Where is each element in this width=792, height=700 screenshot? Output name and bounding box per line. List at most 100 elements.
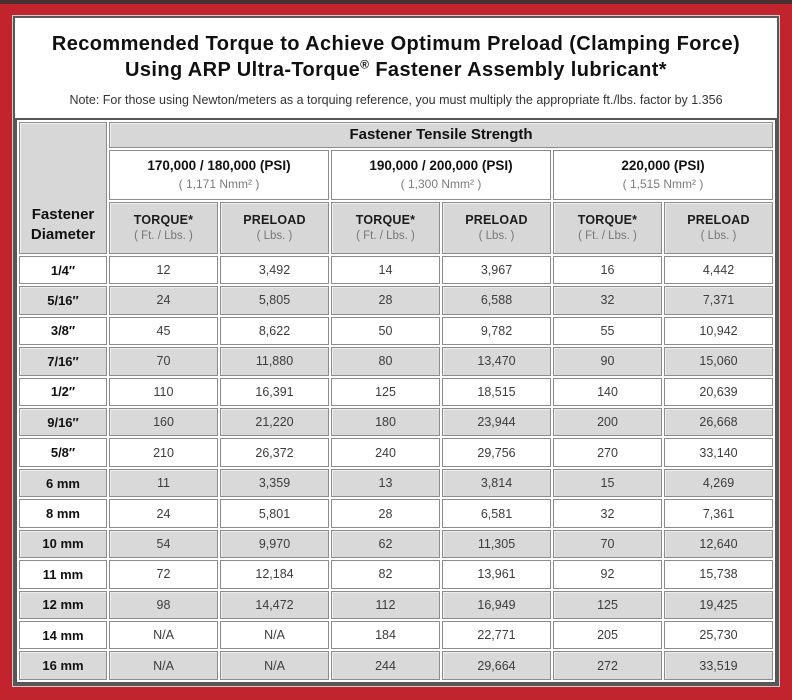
- value-cell: 12,184: [220, 560, 329, 589]
- value-cell: 13,470: [442, 347, 551, 376]
- value-cell: 12,640: [664, 529, 773, 559]
- diameter-cell: 5/8″: [19, 438, 107, 467]
- diameter-cell: 11 mm: [19, 560, 107, 589]
- diameter-cell: 7/16″: [19, 347, 107, 376]
- value-cell: 80: [331, 347, 440, 376]
- value-cell: 4,269: [664, 468, 773, 498]
- value-cell: N/A: [220, 621, 329, 650]
- value-cell: 50: [331, 316, 440, 346]
- value-cell: 7,361: [664, 499, 773, 528]
- value-cell: 270: [553, 438, 662, 467]
- table-row: 12 mm 98 14,472 112 16,949 125 19,425: [19, 590, 773, 620]
- title-line-2-prefix: Using ARP Ultra-Torque: [125, 59, 361, 82]
- torque-column-header-3: TORQUE* ( Ft. / Lbs. ): [553, 201, 662, 254]
- value-cell: 24: [109, 286, 218, 315]
- psi-group-header-2: 190,000 / 200,000 (PSI) ( 1,300 Nmm² ): [331, 149, 551, 200]
- diameter-cell: 1/4″: [19, 255, 107, 285]
- corner-header: Fastener Diameter: [19, 121, 107, 254]
- diameter-cell: 16 mm: [19, 651, 107, 680]
- value-cell: 125: [331, 377, 440, 406]
- value-cell: 7,371: [664, 286, 773, 315]
- value-cell: 10,942: [664, 316, 773, 346]
- psi-header-row: 170,000 / 180,000 (PSI) ( 1,171 Nmm² ) 1…: [19, 149, 773, 200]
- column-label: TORQUE*: [577, 213, 638, 228]
- value-cell: 160: [109, 407, 218, 437]
- value-cell: 210: [109, 438, 218, 467]
- title-line-2: Using ARP Ultra-Torque® Fastener Assembl…: [15, 57, 777, 83]
- value-cell: 14: [331, 255, 440, 285]
- psi-value: 220,000 (PSI): [621, 158, 705, 174]
- table-row: 5/16″ 24 5,805 28 6,588 32 7,371: [19, 286, 773, 315]
- column-unit: ( Lbs. ): [256, 230, 293, 243]
- preload-column-header-1: PRELOAD ( Lbs. ): [220, 201, 329, 254]
- value-cell: 28: [331, 286, 440, 315]
- value-cell: 11,305: [442, 529, 551, 559]
- value-cell: 3,967: [442, 255, 551, 285]
- column-label: TORQUE*: [355, 213, 416, 228]
- value-cell: 26,372: [220, 438, 329, 467]
- value-cell: 21,220: [220, 407, 329, 437]
- value-cell: 13,961: [442, 560, 551, 589]
- table-row: 9/16″ 160 21,220 180 23,944 200 26,668: [19, 407, 773, 437]
- value-cell: 8,622: [220, 316, 329, 346]
- value-cell: 9,782: [442, 316, 551, 346]
- value-cell: 98: [109, 590, 218, 620]
- value-cell: 5,805: [220, 286, 329, 315]
- value-cell: 12: [109, 255, 218, 285]
- value-cell: 19,425: [664, 590, 773, 620]
- value-cell: 3,814: [442, 468, 551, 498]
- value-cell: 16,949: [442, 590, 551, 620]
- value-cell: 4,442: [664, 255, 773, 285]
- value-cell: 20,639: [664, 377, 773, 406]
- table-row: 11 mm 72 12,184 82 13,961 92 15,738: [19, 560, 773, 589]
- title-line-2-suffix: Fastener Assembly lubricant*: [369, 59, 667, 82]
- nmm-value: ( 1,171 Nmm² ): [178, 177, 260, 192]
- tensile-strength-header: Fastener Tensile Strength: [109, 121, 773, 148]
- table-row: 8 mm 24 5,801 28 6,581 32 7,361: [19, 499, 773, 528]
- value-cell: 23,944: [442, 407, 551, 437]
- value-cell: 6,588: [442, 286, 551, 315]
- nmm-value: ( 1,515 Nmm² ): [622, 177, 704, 192]
- diameter-cell: 1/2″: [19, 377, 107, 406]
- content-panel: Recommended Torque to Achieve Optimum Pr…: [13, 16, 779, 686]
- value-cell: 18,515: [442, 377, 551, 406]
- nmm-value: ( 1,300 Nmm² ): [400, 177, 482, 192]
- torque-table: Fastener Diameter Fastener Tensile Stren…: [15, 117, 777, 684]
- value-cell: 29,756: [442, 438, 551, 467]
- value-cell: 11: [109, 468, 218, 498]
- value-cell: 28: [331, 499, 440, 528]
- table-row: 14 mm N/A N/A 184 22,771 205 25,730: [19, 621, 773, 650]
- table-row: 6 mm 11 3,359 13 3,814 15 4,269: [19, 468, 773, 498]
- table-row: 1/2″ 110 16,391 125 18,515 140 20,639: [19, 377, 773, 406]
- value-cell: 3,359: [220, 468, 329, 498]
- diameter-cell: 9/16″: [19, 407, 107, 437]
- value-cell: 3,492: [220, 255, 329, 285]
- value-cell: 200: [553, 407, 662, 437]
- value-cell: 55: [553, 316, 662, 346]
- value-cell: 45: [109, 316, 218, 346]
- value-cell: N/A: [220, 651, 329, 680]
- value-cell: 125: [553, 590, 662, 620]
- value-cell: 140: [553, 377, 662, 406]
- value-cell: 29,664: [442, 651, 551, 680]
- column-unit: ( Ft. / Lbs. ): [356, 230, 415, 243]
- value-cell: 180: [331, 407, 440, 437]
- value-cell: N/A: [109, 621, 218, 650]
- table-row: 16 mm N/A N/A 244 29,664 272 33,519: [19, 651, 773, 680]
- value-cell: 110: [109, 377, 218, 406]
- value-cell: 54: [109, 529, 218, 559]
- corner-header-line-1: Fastener: [31, 206, 95, 224]
- column-unit: ( Lbs. ): [700, 230, 737, 243]
- table-body: 1/4″ 12 3,492 14 3,967 16 4,442 5/16″ 24 5,805 28 6…: [19, 255, 773, 680]
- note-text: Note: For those using Newton/meters as a…: [69, 92, 723, 107]
- value-cell: 11,880: [220, 347, 329, 376]
- diameter-cell: 3/8″: [19, 316, 107, 346]
- column-label: PRELOAD: [687, 213, 750, 228]
- column-unit: ( Ft. / Lbs. ): [134, 230, 193, 243]
- diameter-cell: 5/16″: [19, 286, 107, 315]
- value-cell: 244: [331, 651, 440, 680]
- torque-column-header-2: TORQUE* ( Ft. / Lbs. ): [331, 201, 440, 254]
- table-row: 3/8″ 45 8,622 50 9,782 55 10,942: [19, 316, 773, 346]
- value-cell: 184: [331, 621, 440, 650]
- value-cell: 33,140: [664, 438, 773, 467]
